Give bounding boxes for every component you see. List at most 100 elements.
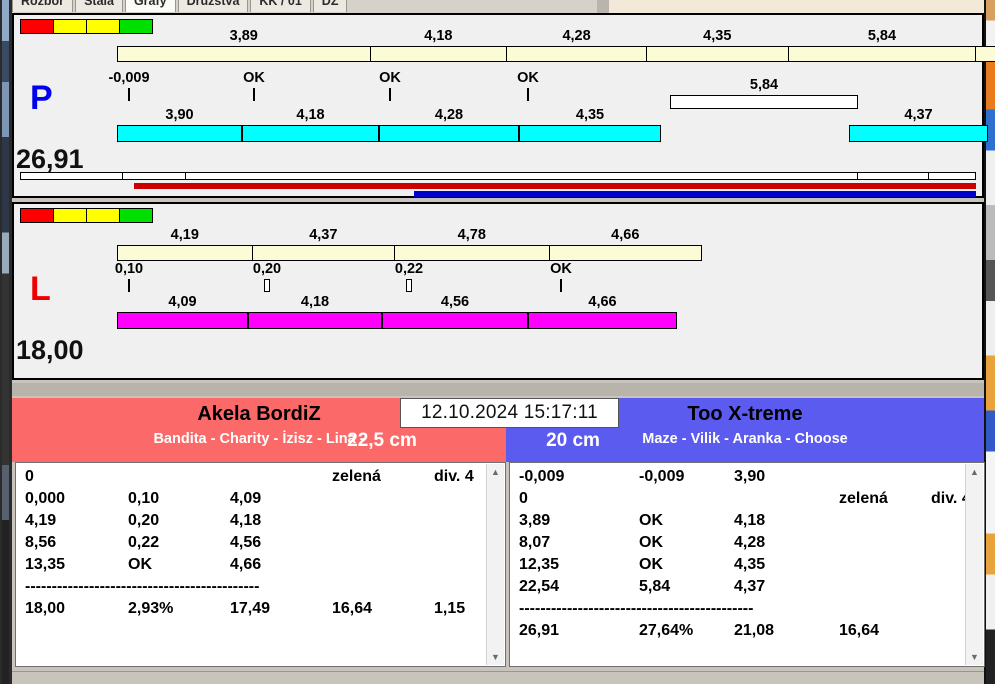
legend-segment-1 xyxy=(54,209,87,222)
legend-segment-3 xyxy=(120,20,152,33)
legend-segment-0 xyxy=(21,20,54,33)
tab-stala[interactable]: Stala xyxy=(75,0,123,12)
track-segment-label: 4,37 xyxy=(904,107,933,123)
panel-code-l: L xyxy=(30,270,51,308)
table-cell: div. 4 xyxy=(434,468,474,485)
table-cell: -0,009 xyxy=(519,468,565,485)
table-row[interactable]: 0 zelená div. 4 xyxy=(25,468,483,490)
scroll-up-icon[interactable]: ▲ xyxy=(491,467,500,477)
desktop-left-wallpaper xyxy=(2,0,9,684)
scroll-down-icon[interactable]: ▼ xyxy=(970,652,979,662)
track-segment-label: 4,18 xyxy=(300,294,330,310)
scrollbar-right[interactable]: ▲ ▼ xyxy=(965,464,983,665)
table-row[interactable]: 8,56 0,22 4,56 xyxy=(25,534,483,556)
table-row[interactable]: 26,91 27,64% 21,08 16,64 xyxy=(519,622,962,644)
tab-dz[interactable]: DZ xyxy=(312,0,348,12)
tick-mark xyxy=(128,88,130,101)
table-cell: OK xyxy=(639,534,663,551)
team-right-cm: 20 cm xyxy=(546,430,600,451)
table-cell: 17,49 xyxy=(230,600,271,617)
table-cell: 21,08 xyxy=(734,622,775,639)
tick-mark xyxy=(560,279,562,292)
score-list-right[interactable]: -0,009 -0,009 3,90 0 zelená div. 4 3,89 OK 4,18 8… xyxy=(509,462,985,667)
track-segment: 4,37 xyxy=(849,107,988,142)
table-cell: OK xyxy=(639,512,663,529)
table-row[interactable]: 8,07 OK 4,28 xyxy=(519,534,962,556)
scoreboard-top-bar xyxy=(12,383,984,396)
table-cell: 4,18 xyxy=(230,512,262,529)
tick-label: -0,009 xyxy=(108,70,150,86)
table-cell: -0,009 xyxy=(639,468,685,485)
table-row[interactable]: 4,19 0,20 4,18 xyxy=(25,512,483,534)
track-segment: 4,78 xyxy=(395,227,550,260)
track-segment-label: 4,19 xyxy=(170,227,199,243)
panel-total-p: 26,91 xyxy=(16,144,84,174)
tick-row-l: 0,10 0,20 0,22 OK xyxy=(14,261,982,297)
legend-segment-2 xyxy=(87,20,120,33)
table-cell: 0,000 xyxy=(25,490,66,507)
table-cell: 3,89 xyxy=(519,512,551,529)
float-box-p: 5,84 xyxy=(670,77,858,109)
track-segment-label: 4,35 xyxy=(575,107,605,123)
track-segment-label: 4,28 xyxy=(434,107,464,123)
table-cell: 0,22 xyxy=(128,534,160,551)
rail-scroll-thumb-left[interactable] xyxy=(122,172,186,180)
table-cell: 4,09 xyxy=(230,490,262,507)
table-row[interactable]: 12,35 OK 4,35 xyxy=(519,556,962,578)
float-box-p-label: 5,84 xyxy=(749,77,779,93)
track-segment: 4,19 xyxy=(118,227,253,260)
table-row[interactable]: 0,000 0,10 4,09 xyxy=(25,490,483,512)
table-cell: 2,93% xyxy=(128,600,174,617)
table-cell: 0,10 xyxy=(128,490,160,507)
team-left-name: Akela BordiZ xyxy=(197,403,321,425)
table-row[interactable]: 18,00 2,93% 17,49 16,64 1,15 xyxy=(25,600,483,622)
tab-kk-01[interactable]: KK / 01 xyxy=(250,0,311,12)
table-cell: zelená xyxy=(839,490,888,507)
track-segment: 4,37 xyxy=(252,227,396,260)
row-separator: ----------------------------------------… xyxy=(519,600,754,617)
table-cell: 8,56 xyxy=(25,534,57,551)
tick-label: 0,20 xyxy=(252,261,282,277)
tick-label: OK xyxy=(243,70,265,86)
table-row[interactable]: 22,54 5,84 4,37 xyxy=(519,578,962,600)
table-cell: OK xyxy=(639,556,663,573)
track-segment-label: 4,18 xyxy=(424,28,453,44)
legend-color-bar-p xyxy=(20,19,153,34)
legend-segment-2 xyxy=(87,209,120,222)
score-rows-left: 0 zelená div. 4 0,000 0,10 4,09 4,19 0,20 4,18 8,… xyxy=(25,468,483,622)
track-segment: 4,28 xyxy=(379,107,519,142)
table-row[interactable]: 3,89 OK 4,18 xyxy=(519,512,962,534)
scroll-down-icon[interactable]: ▼ xyxy=(491,652,500,662)
track-segment-label: 4,09 xyxy=(168,294,197,310)
track-segment: 4,18 xyxy=(248,294,382,329)
table-cell: 26,91 xyxy=(519,622,560,639)
rail-scroll-thumb-right[interactable] xyxy=(857,172,929,180)
track-segment: 4,18 xyxy=(242,107,379,142)
score-list-left[interactable]: 0 zelená div. 4 0,000 0,10 4,09 4,19 0,20 4,18 8,… xyxy=(15,462,506,667)
tab-druzstva[interactable]: Druzstva xyxy=(177,0,249,12)
track-segment-label: 4,56 xyxy=(440,294,470,310)
table-cell: 1,15 xyxy=(434,600,466,617)
tab-grafy[interactable]: Grafy xyxy=(124,0,176,12)
track-segment: 4,28 xyxy=(507,28,647,61)
tab-rozbor[interactable]: Rozbor xyxy=(12,0,74,12)
rail-scrollbar-track[interactable] xyxy=(20,172,976,180)
legend-segment-3 xyxy=(120,209,152,222)
rail-red xyxy=(134,183,976,189)
table-cell: 0,20 xyxy=(128,512,160,529)
tick-mark xyxy=(128,279,130,292)
track-segment-label: 4,37 xyxy=(976,28,995,44)
table-row[interactable]: -0,009 -0,009 3,90 xyxy=(519,468,962,490)
track-p-top: 3,89 4,18 4,28 4,35 5,84 4,37 xyxy=(117,28,995,62)
track-segment: 4,35 xyxy=(646,28,789,61)
window-bottom-edge xyxy=(12,671,984,684)
track-segment: 4,35 xyxy=(519,107,661,142)
tick-mark xyxy=(253,88,255,101)
table-cell: 5,84 xyxy=(639,578,671,595)
tick-mark xyxy=(406,279,412,292)
table-row[interactable]: 13,35 OK 4,66 xyxy=(25,556,483,578)
track-segment: 4,37 xyxy=(976,47,995,61)
scroll-up-icon[interactable]: ▲ xyxy=(970,467,979,477)
table-row[interactable]: 0 zelená div. 4 xyxy=(519,490,971,512)
scrollbar-left[interactable]: ▲ ▼ xyxy=(486,464,504,665)
